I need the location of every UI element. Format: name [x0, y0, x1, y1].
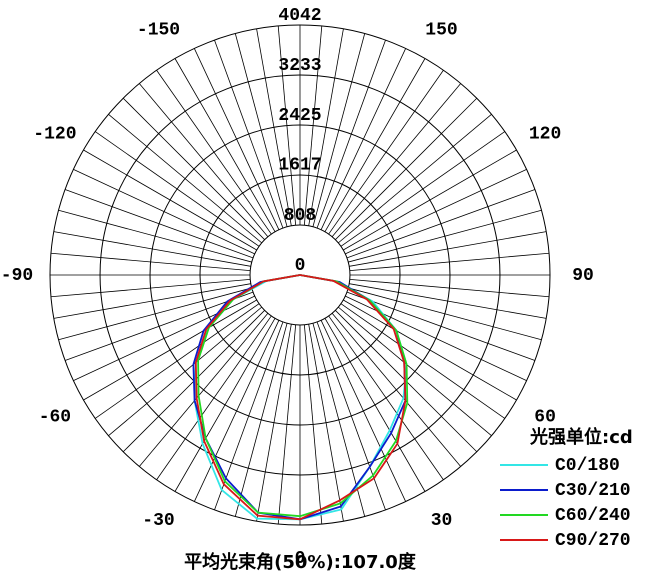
angle-label: 30 — [431, 511, 453, 531]
ring — [49, 24, 551, 526]
ring — [199, 174, 401, 376]
radial-label: 1617 — [278, 156, 321, 176]
angle-label: -120 — [33, 124, 76, 144]
ring — [149, 124, 451, 426]
radial-label: 2425 — [278, 106, 321, 126]
legend-title: 光强单位:cd — [529, 426, 633, 448]
radial-label: 4042 — [278, 6, 321, 26]
legend-label: C30/210 — [555, 481, 631, 501]
angle-label: 60 — [534, 407, 556, 427]
legend-label: C60/240 — [555, 506, 631, 526]
angle-label: 0 — [295, 549, 306, 569]
angle-label: -60 — [39, 407, 71, 427]
radial-label: 3233 — [278, 56, 321, 76]
radial-label: 808 — [284, 206, 316, 226]
ring — [249, 224, 351, 326]
series-line — [197, 274, 409, 518]
angle-label: 150 — [425, 21, 457, 41]
angle-label: 90 — [572, 266, 594, 286]
angle-label: -30 — [142, 511, 174, 531]
ring — [99, 74, 501, 476]
radial-label: 0 — [295, 256, 306, 276]
angle-label: 120 — [529, 124, 561, 144]
footer: 平均光束角(50%):107.0度 — [184, 551, 417, 573]
legend-label: C0/180 — [555, 456, 620, 476]
series-line — [194, 274, 407, 521]
angle-label: -90 — [1, 266, 33, 286]
angle-label: -150 — [137, 21, 180, 41]
legend-label: C90/270 — [555, 531, 631, 551]
